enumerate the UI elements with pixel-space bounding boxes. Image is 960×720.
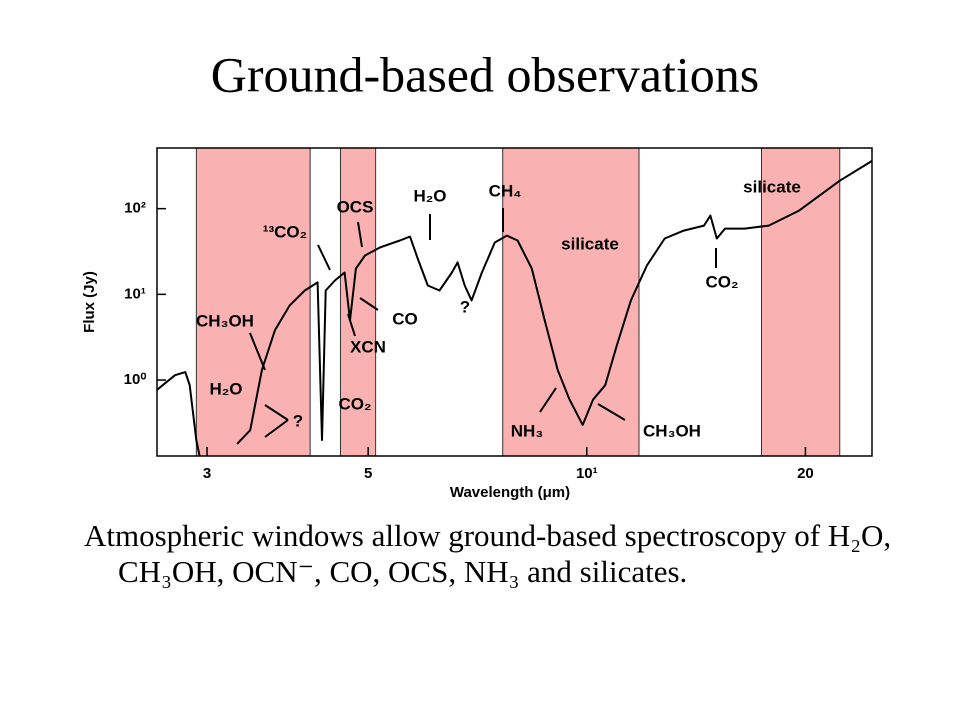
annotation: H₂O	[209, 379, 242, 398]
bullet-text: Atmospheric windows allow ground-based s…	[84, 518, 892, 589]
annotation: OCS	[337, 197, 374, 216]
annotation: H₂O	[413, 186, 446, 205]
y-tick-label: 10¹	[124, 285, 146, 302]
leader-line	[264, 419, 289, 438]
leader-line	[347, 313, 356, 337]
leader-line	[317, 244, 331, 271]
atmospheric-window	[339, 147, 377, 457]
atmospheric-window	[195, 147, 311, 457]
leader-line	[357, 221, 363, 248]
leader-line	[539, 387, 557, 413]
annotation: silicate	[743, 177, 801, 196]
x-axis-label: Wavelength (μm)	[450, 484, 570, 501]
y-axis-label: Flux (Jy)	[81, 271, 98, 333]
y-tick-label: 10⁰	[124, 371, 147, 388]
spectrum-line	[157, 160, 872, 456]
x-tick-label: 5	[364, 465, 372, 482]
annotation: silicate	[561, 234, 619, 253]
annotation: CH₄	[489, 181, 522, 200]
annotation: XCN	[350, 337, 386, 356]
annotation: CO	[392, 309, 418, 328]
annotation: CO₂	[338, 394, 371, 413]
annotation: ?	[460, 297, 470, 316]
leader-line	[597, 403, 626, 421]
leader-line	[249, 332, 266, 371]
x-tick-label: 10¹	[576, 465, 598, 482]
leader-line	[264, 404, 289, 421]
plot-frame	[156, 147, 873, 457]
annotation: NH₃	[511, 421, 543, 440]
x-tick-label: 3	[203, 465, 211, 482]
annotation: CH₃OH	[643, 421, 701, 440]
atmospheric-window	[502, 147, 640, 457]
annotation: CO₂	[705, 272, 738, 291]
leader-line	[359, 297, 379, 311]
x-tick-label: 20	[797, 465, 814, 482]
annotation: ?	[293, 411, 303, 430]
slide-title: Ground-based observations	[211, 46, 760, 102]
y-tick-label: 10²	[124, 200, 146, 217]
annotation: ¹³CO₂	[263, 222, 307, 241]
annotation: CH₃OH	[196, 311, 254, 330]
